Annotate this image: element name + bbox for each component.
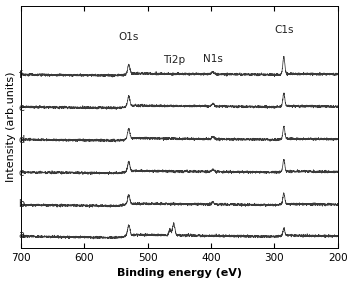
Text: f: f xyxy=(19,70,22,80)
Text: Ti2p: Ti2p xyxy=(163,55,185,65)
Text: C1s: C1s xyxy=(274,25,294,35)
Text: b: b xyxy=(19,199,25,209)
Text: O1s: O1s xyxy=(119,32,139,42)
Text: c: c xyxy=(19,168,24,178)
Text: d: d xyxy=(19,135,25,145)
X-axis label: Binding energy (eV): Binding energy (eV) xyxy=(117,268,242,278)
Text: N1s: N1s xyxy=(203,54,223,64)
Y-axis label: Intensity (arb.units): Intensity (arb.units) xyxy=(6,72,16,182)
Text: e: e xyxy=(19,103,25,113)
Text: a: a xyxy=(19,230,25,240)
